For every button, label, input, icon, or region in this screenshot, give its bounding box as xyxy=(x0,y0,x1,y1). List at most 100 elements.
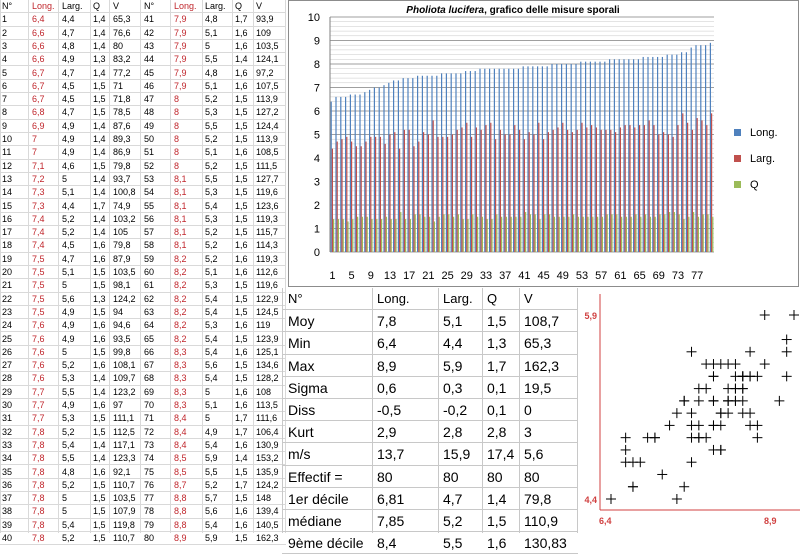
bar-q xyxy=(429,216,431,252)
raw-cell: 4 xyxy=(2,54,8,65)
raw-table-row: 39 7,8 5,4 1,5 119,8 79 8,8 5,4 1,6 140,5 xyxy=(0,519,286,532)
bar-larg xyxy=(509,134,511,252)
raw-table-row: 29 7,7 5,5 1,4 123,2 69 8,3 5 1,6 108 xyxy=(0,386,286,399)
bar-larg xyxy=(533,134,535,252)
raw-table-gridline xyxy=(232,0,233,533)
bar-larg xyxy=(605,129,607,252)
bar-q xyxy=(438,216,440,252)
raw-cell: 8,4 xyxy=(174,413,187,424)
raw-cell: 5,6 xyxy=(62,293,75,304)
raw-cell: 8,2 xyxy=(174,280,187,291)
raw-cell: 7,2 xyxy=(32,173,45,184)
raw-cell: 5 xyxy=(2,67,8,78)
bar-larg xyxy=(413,146,415,252)
raw-cell: 4,9 xyxy=(62,147,75,158)
bar-larg xyxy=(495,139,497,252)
raw-cell: 4,9 xyxy=(62,320,75,331)
bar-q xyxy=(544,214,546,252)
raw-cell: 70 xyxy=(144,400,155,410)
raw-table-row: 10 7 4,9 1,4 89,3 50 8 5,2 1,5 113,9 xyxy=(0,133,286,147)
bar-q xyxy=(467,219,469,252)
scatter-point xyxy=(723,408,734,419)
stats-cell: 0 xyxy=(524,402,532,418)
raw-cell: 6,9 xyxy=(32,120,45,131)
scatter-point xyxy=(679,395,690,406)
bar-larg xyxy=(624,125,626,252)
raw-cell: 8,3 xyxy=(174,386,187,397)
bar-q xyxy=(481,216,483,252)
raw-cell: 55 xyxy=(144,200,155,211)
raw-table-row: 21 7,5 5 1,5 98,1 61 8,2 5,3 1,5 119,6 xyxy=(0,279,286,293)
raw-cell: 108,5 xyxy=(256,147,279,158)
bar-q xyxy=(568,216,570,252)
raw-table-row: 13 7,2 5 1,4 93,7 53 8,1 5,5 1,5 127,7 xyxy=(0,173,286,187)
raw-cell: 114,3 xyxy=(256,240,278,251)
bar-larg xyxy=(375,136,377,252)
raw-cell: 5,2 xyxy=(205,134,218,144)
bar-q xyxy=(621,216,623,252)
raw-cell: 83,2 xyxy=(113,54,131,65)
raw-cell: 65 xyxy=(144,333,155,344)
bar-q xyxy=(683,219,685,252)
bar-long xyxy=(445,73,447,253)
stats-cell: 9ème décile xyxy=(288,535,364,552)
raw-cell: 13 xyxy=(2,173,13,184)
raw-cell: 87,9 xyxy=(113,253,131,264)
stats-cell: Kurt xyxy=(288,424,314,441)
raw-cell: 7 xyxy=(32,147,38,158)
raw-cell: 7 xyxy=(2,94,8,105)
raw-cell: 60 xyxy=(144,267,155,277)
scatter-point xyxy=(752,420,763,431)
stats-header-cell: V xyxy=(524,291,533,306)
raw-table-row: 26 7,6 5 1,5 99,8 66 8,3 5,4 1,6 125,1 xyxy=(0,346,286,360)
stats-table-row: 9ème décile 8,4 5,5 1,6 130,83 xyxy=(282,532,578,554)
raw-cell: 107,9 xyxy=(113,506,136,517)
raw-cell: 1,5 xyxy=(235,94,248,105)
raw-cell: 1,4 xyxy=(93,173,106,184)
raw-cell: 6,8 xyxy=(32,107,45,118)
bar-long xyxy=(407,78,409,252)
raw-cell: 8,1 xyxy=(174,227,187,238)
raw-cell: 7,5 xyxy=(32,267,45,277)
bar-larg xyxy=(581,122,583,252)
raw-cell: 44 xyxy=(144,54,155,65)
stats-cell: 5,6 xyxy=(524,446,544,463)
raw-cell: 1,5 xyxy=(235,493,248,504)
raw-cell: 1,5 xyxy=(93,493,106,504)
raw-cell: 42 xyxy=(144,27,155,38)
raw-cell: 8 xyxy=(174,107,180,118)
bar-long xyxy=(537,66,539,252)
bar-q xyxy=(472,214,474,252)
raw-cell: 8,1 xyxy=(174,213,187,224)
raw-cell: 7,5 xyxy=(32,253,45,264)
raw-table-gridline xyxy=(90,0,91,533)
raw-cell: 26 xyxy=(2,346,13,357)
raw-cell: 5,4 xyxy=(62,439,75,450)
raw-cell: 1,4 xyxy=(93,227,106,238)
raw-cell: 5,5 xyxy=(205,173,218,184)
raw-cell: 1,4 xyxy=(93,373,106,384)
raw-cell: 1,5 xyxy=(93,280,106,291)
raw-cell: 1,6 xyxy=(235,439,248,450)
raw-cell: 5,1 xyxy=(205,400,218,410)
bar-x-tick-label: 77 xyxy=(691,270,703,282)
raw-cell: 1,4 xyxy=(93,27,106,38)
bar-long xyxy=(642,56,644,253)
raw-cell: 5,2 xyxy=(62,227,75,238)
raw-cell: 5,2 xyxy=(205,160,218,171)
bar-q xyxy=(443,214,445,252)
raw-cell: 1,4 xyxy=(93,147,106,158)
stats-table-gridline xyxy=(438,288,439,533)
raw-cell: 8,3 xyxy=(174,360,187,371)
raw-cell: 4,4 xyxy=(62,14,75,25)
raw-table-row: 9 6,9 4,9 1,4 87,6 49 8 5,5 1,5 124,4 xyxy=(0,120,286,133)
bar-larg xyxy=(432,120,434,253)
raw-cell: 71,8 xyxy=(113,94,131,105)
stats-table-row: Max 8,9 5,9 1,7 162,3 xyxy=(282,355,578,377)
raw-cell: 1,4 xyxy=(93,120,106,131)
bar-y-tick-label: 1 xyxy=(314,224,320,236)
legend-swatch xyxy=(734,181,741,188)
bar-long xyxy=(349,94,351,252)
bar-x-tick-label: 29 xyxy=(461,270,473,282)
bar-x-tick-label: 53 xyxy=(576,270,588,282)
